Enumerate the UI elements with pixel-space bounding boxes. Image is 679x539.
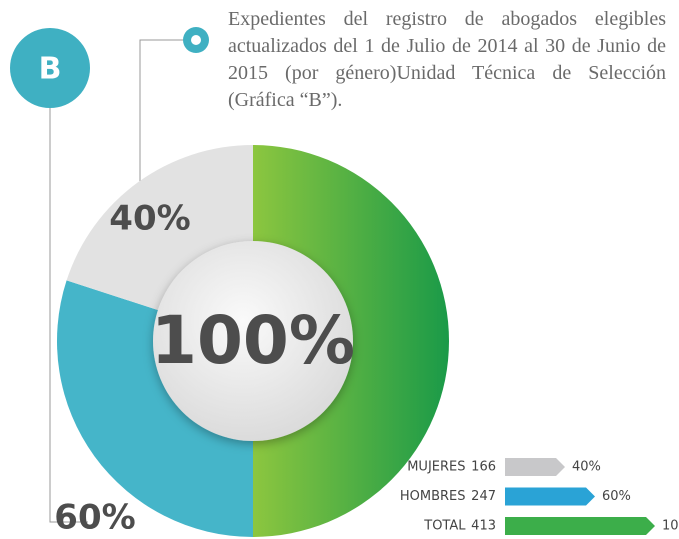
- badge: [10, 28, 90, 108]
- legend-row: 166 MUJERES 40%: [407, 458, 601, 476]
- bar: [505, 517, 655, 535]
- row-label: HOMBRES: [400, 489, 466, 504]
- dot-inner: [191, 35, 201, 45]
- connector: [139, 39, 183, 190]
- segment-label: 60%: [54, 498, 135, 538]
- bar-label: 60%: [602, 489, 631, 504]
- connectors: B: [10, 27, 209, 523]
- bar-label: 100%: [662, 519, 679, 534]
- bar-label: 40%: [572, 460, 601, 475]
- row-count: 413: [471, 519, 496, 534]
- center-label: 100%: [151, 302, 355, 379]
- legend-row: 247 HOMBRES 60%: [400, 487, 631, 506]
- row-count: 247: [471, 489, 496, 504]
- donut-center: [153, 241, 353, 441]
- row-label: MUJERES: [407, 460, 465, 475]
- bar: [505, 458, 565, 476]
- legend-row: 413 TOTAL 100%: [423, 517, 679, 535]
- row-label: TOTAL: [423, 519, 466, 534]
- connector: [49, 100, 88, 523]
- bar: [505, 487, 595, 506]
- segment-label: 40%: [109, 199, 190, 239]
- badge-label: B: [39, 52, 62, 87]
- row-count: 166: [471, 460, 496, 475]
- chart-title: Expedientes del registro de abogados ele…: [228, 8, 666, 111]
